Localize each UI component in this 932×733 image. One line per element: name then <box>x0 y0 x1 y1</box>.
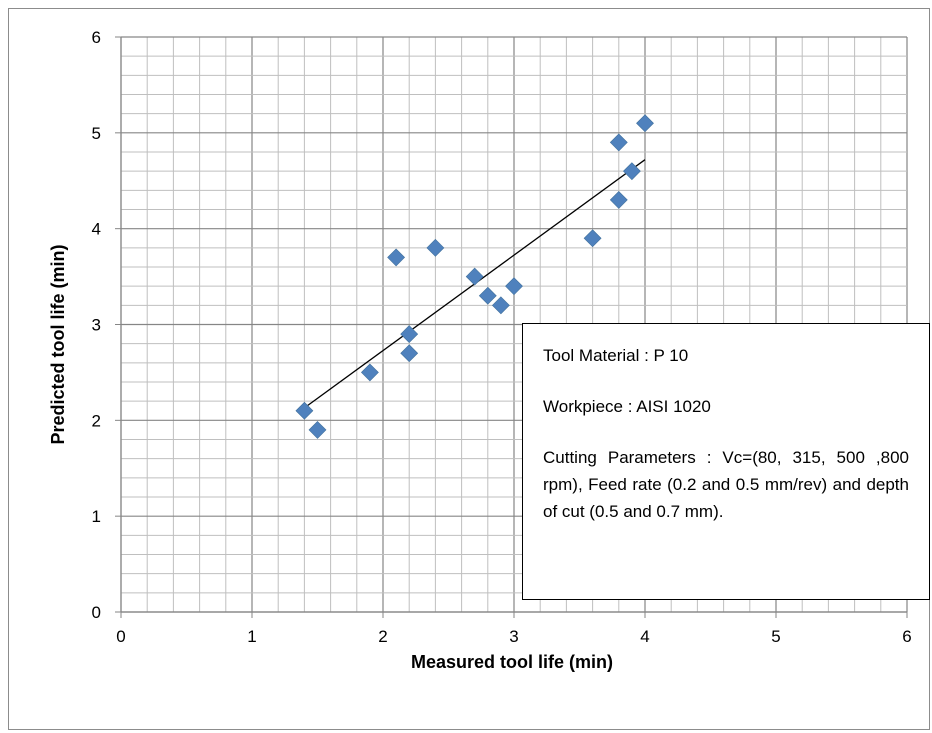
x-tick-label: 3 <box>509 627 518 646</box>
data-point-diamond <box>426 238 445 257</box>
data-point-diamond <box>387 248 406 267</box>
data-point-diamond <box>622 162 641 181</box>
cutting-parameters-text: Cutting Parameters : Vc=(80, 315, 500 ,8… <box>543 448 909 521</box>
tool-material-text: Tool Material : P 10 <box>543 346 689 365</box>
x-tick-label: 0 <box>116 627 125 646</box>
y-tick-label: 3 <box>92 316 101 335</box>
tick-labels: 0 1 2 3 4 5 6 0 1 2 3 4 5 6 <box>92 28 912 646</box>
y-tick-label: 6 <box>92 28 101 47</box>
workpiece-text: Workpiece : AISI 1020 <box>543 397 711 416</box>
y-tick-label: 4 <box>92 220 101 239</box>
x-tick-label: 2 <box>378 627 387 646</box>
data-point-diamond <box>400 325 419 344</box>
data-point-diamond <box>360 363 379 382</box>
data-point-diamond <box>609 133 628 152</box>
annotation-box: Tool Material : P 10 Workpiece : AISI 10… <box>522 323 930 600</box>
data-point-diamond <box>308 420 327 439</box>
x-tick-label: 5 <box>771 627 780 646</box>
y-tick-label: 5 <box>92 124 101 143</box>
data-point-diamond <box>295 401 314 420</box>
data-point-diamond <box>609 190 628 209</box>
x-tick-label: 4 <box>640 627 649 646</box>
x-tick-label: 1 <box>247 627 256 646</box>
data-point-diamond <box>636 114 654 133</box>
data-point-diamond <box>465 267 484 286</box>
data-point-diamond <box>583 229 602 248</box>
data-point-diamond <box>491 296 510 315</box>
x-tick-label: 6 <box>902 627 911 646</box>
data-points <box>295 114 654 439</box>
data-point-diamond <box>400 344 419 363</box>
x-axis-title: Measured tool life (min) <box>411 652 613 672</box>
data-point-diamond <box>505 277 523 296</box>
data-point-diamond <box>478 286 497 305</box>
y-tick-label: 2 <box>92 411 101 430</box>
y-axis-title: Predicted tool life (min) <box>48 244 68 444</box>
y-tick-label: 1 <box>92 507 101 526</box>
axes <box>115 36 908 618</box>
y-tick-label: 0 <box>92 603 101 622</box>
